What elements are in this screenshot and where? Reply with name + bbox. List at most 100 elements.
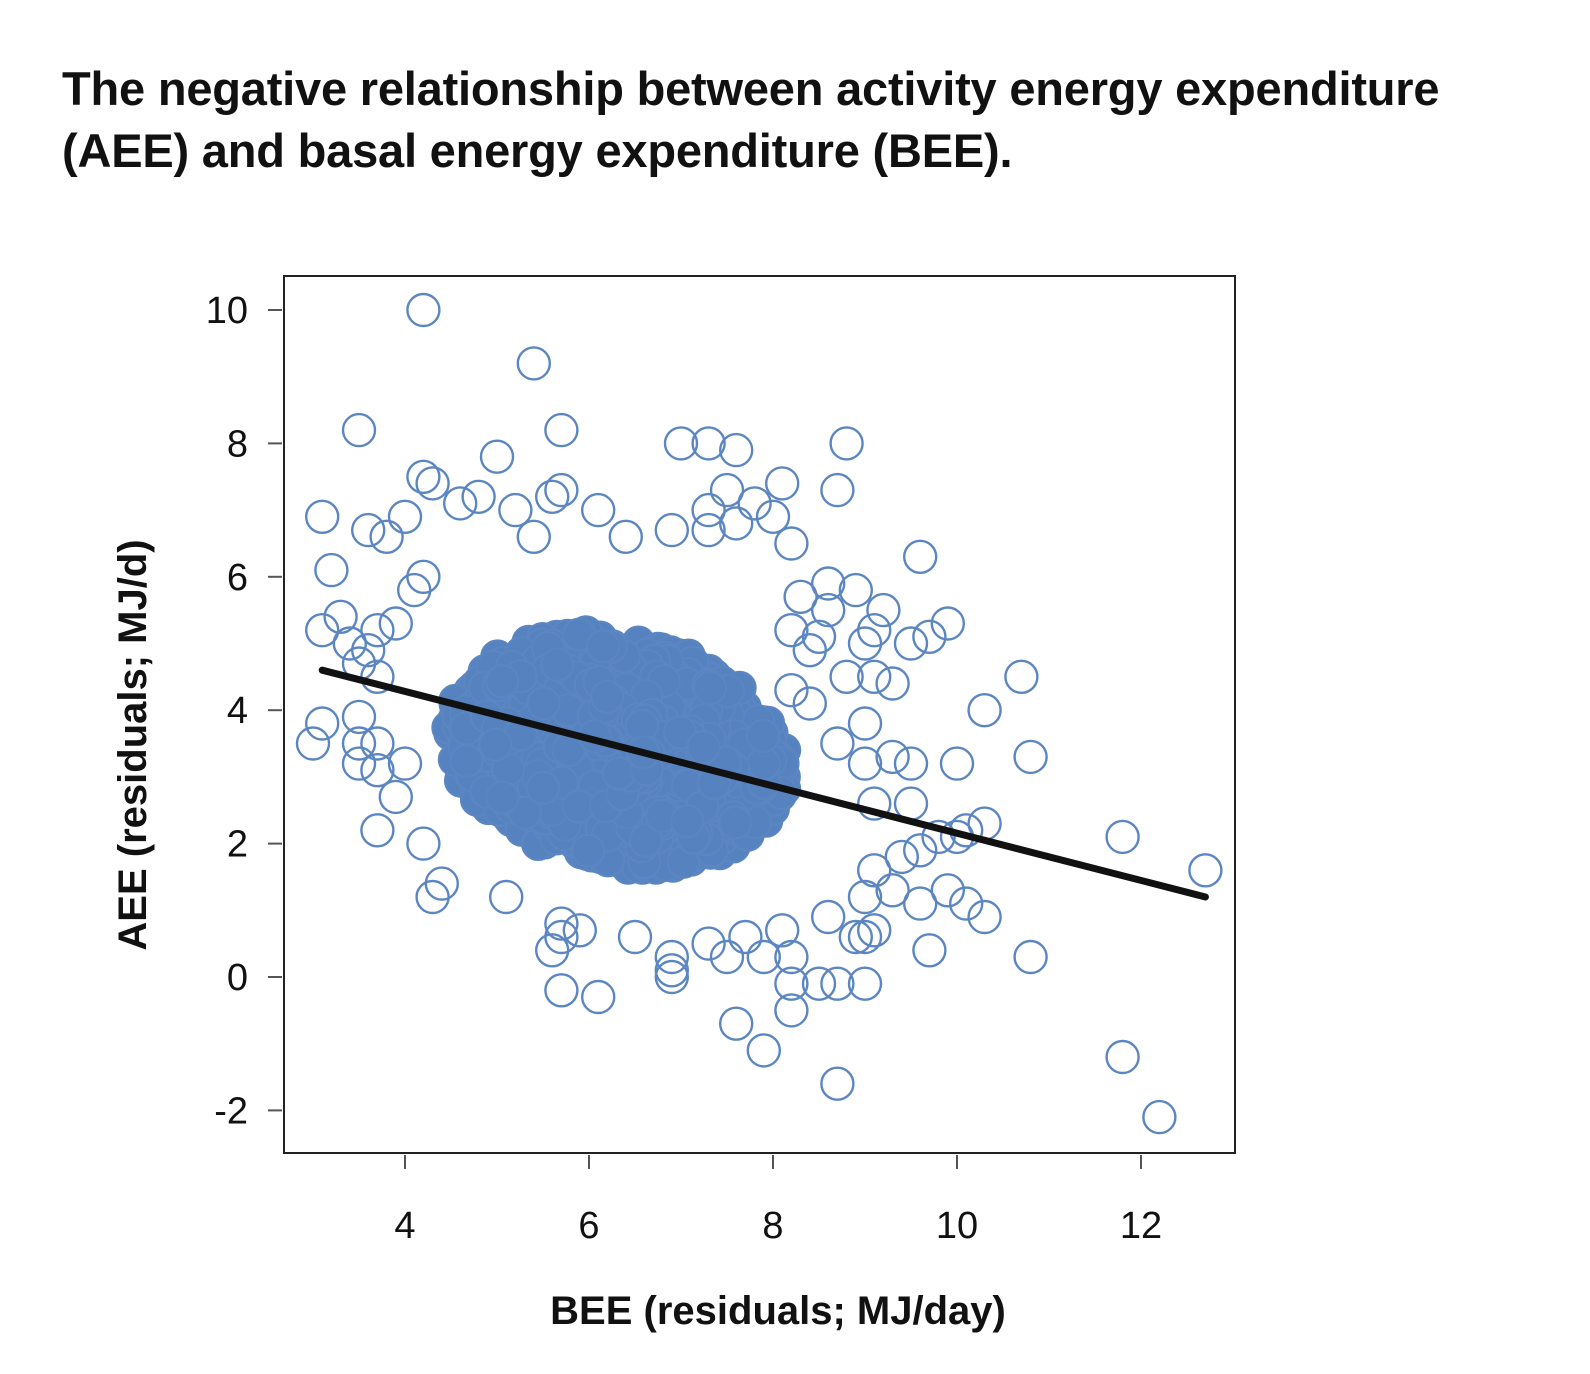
scatter-point bbox=[792, 686, 827, 721]
scatter-point bbox=[295, 726, 331, 761]
scatter-point bbox=[544, 973, 579, 1008]
scatter-point bbox=[765, 913, 800, 948]
scatter-point bbox=[811, 592, 846, 628]
scatter-point bbox=[719, 506, 754, 541]
scatter-point bbox=[728, 919, 763, 955]
scatter-point bbox=[1188, 853, 1223, 888]
scatter-point bbox=[341, 412, 377, 448]
y-tick-label: -2 bbox=[214, 1090, 248, 1132]
chart-title-line-2: (AEE) and basal energy expenditure (BEE)… bbox=[62, 124, 1013, 177]
scatter-point bbox=[544, 906, 579, 941]
x-tick-label: 10 bbox=[936, 1205, 978, 1247]
x-axis: 4 6 8 10 12 bbox=[394, 1155, 1162, 1247]
scatter-point bbox=[341, 726, 377, 761]
scatter-point bbox=[535, 933, 570, 968]
scatter-point bbox=[774, 966, 809, 1001]
scatter-point bbox=[755, 499, 791, 534]
y-tick-label: 2 bbox=[227, 824, 248, 866]
cloud-point bbox=[628, 823, 664, 858]
cloud-point bbox=[485, 663, 520, 699]
x-tick-label: 12 bbox=[1120, 1205, 1162, 1247]
scatter-point bbox=[921, 819, 956, 855]
scatter-point bbox=[875, 666, 910, 701]
scatter-point bbox=[617, 919, 653, 955]
scatter-point bbox=[544, 412, 579, 448]
cloud-point bbox=[449, 743, 484, 779]
scatter-point bbox=[847, 746, 883, 781]
x-axis-title: BEE (residuals; MJ/day) bbox=[550, 1289, 1006, 1333]
scatter-point bbox=[709, 939, 745, 975]
scatter-point bbox=[857, 853, 892, 888]
scatter-point bbox=[387, 499, 423, 534]
scatter-point bbox=[847, 919, 883, 955]
scatter-point bbox=[360, 613, 395, 648]
scatter-point bbox=[829, 659, 864, 694]
scatter-point bbox=[360, 753, 395, 788]
scatter-point bbox=[341, 699, 377, 735]
scatter-point bbox=[397, 572, 432, 608]
scatter-point bbox=[930, 606, 965, 641]
scatter-point bbox=[562, 913, 597, 948]
scatter-point bbox=[912, 933, 947, 968]
cloud-point bbox=[692, 670, 728, 706]
scatter-point bbox=[415, 466, 450, 501]
scatter-point bbox=[544, 472, 579, 508]
scatter-point bbox=[820, 472, 855, 508]
scatter-point bbox=[1013, 739, 1048, 775]
scatter-point bbox=[893, 786, 929, 821]
scatter-point bbox=[1105, 1039, 1140, 1075]
scatter-points bbox=[295, 292, 1223, 1135]
scatter-point bbox=[838, 572, 873, 608]
y-tick-label: 4 bbox=[227, 690, 248, 732]
scatter-point bbox=[443, 486, 478, 521]
scatter-point bbox=[820, 1066, 855, 1101]
scatter-point bbox=[351, 512, 386, 548]
cloud-point bbox=[669, 804, 705, 839]
scatter-point bbox=[581, 979, 616, 1015]
scatter-point bbox=[746, 939, 781, 975]
scatter-point bbox=[378, 779, 413, 815]
scatter-point bbox=[875, 739, 910, 775]
scatter-point bbox=[489, 879, 524, 915]
scatter-point bbox=[884, 839, 919, 875]
scatter-point bbox=[691, 512, 726, 548]
regression-line bbox=[318, 666, 1209, 901]
scatter-point bbox=[774, 673, 809, 708]
scatter-point bbox=[774, 993, 809, 1028]
scatter-point bbox=[847, 706, 883, 741]
scatter-point bbox=[783, 579, 818, 614]
scatter-point bbox=[967, 693, 1002, 728]
scatter-point bbox=[847, 879, 883, 915]
cloud-point bbox=[525, 770, 561, 805]
scatter-point bbox=[691, 426, 726, 461]
chart-title: The negative relationship between activi… bbox=[62, 58, 1552, 182]
cloud-point bbox=[745, 718, 781, 754]
scatter-point bbox=[893, 746, 929, 781]
scatter-point bbox=[305, 499, 340, 534]
scatter-point bbox=[305, 613, 340, 648]
scatter-point bbox=[387, 746, 423, 781]
cloud-point bbox=[589, 679, 625, 715]
scatter-point bbox=[1004, 659, 1039, 694]
scatter-point bbox=[939, 746, 975, 781]
scatter-point bbox=[323, 599, 358, 634]
scatter-point bbox=[516, 519, 551, 554]
dense-point-cloud bbox=[431, 615, 802, 885]
y-tick-label: 6 bbox=[227, 557, 248, 599]
scatter-point bbox=[903, 539, 938, 574]
x-tick-label: 4 bbox=[394, 1205, 415, 1247]
scatter-point bbox=[608, 519, 643, 554]
scatter-point bbox=[314, 552, 349, 588]
scatter-point bbox=[654, 512, 689, 548]
scatter-point bbox=[535, 479, 570, 514]
scatter-point bbox=[581, 492, 616, 528]
scatter-point bbox=[1013, 939, 1048, 975]
scatter-point bbox=[737, 486, 772, 521]
scatter-point bbox=[360, 813, 395, 848]
scatter-point bbox=[360, 726, 395, 761]
y-tick-label: 0 bbox=[227, 957, 248, 999]
scatter-point bbox=[811, 566, 846, 601]
scatter-point bbox=[893, 626, 929, 661]
scatter-point bbox=[654, 959, 689, 995]
